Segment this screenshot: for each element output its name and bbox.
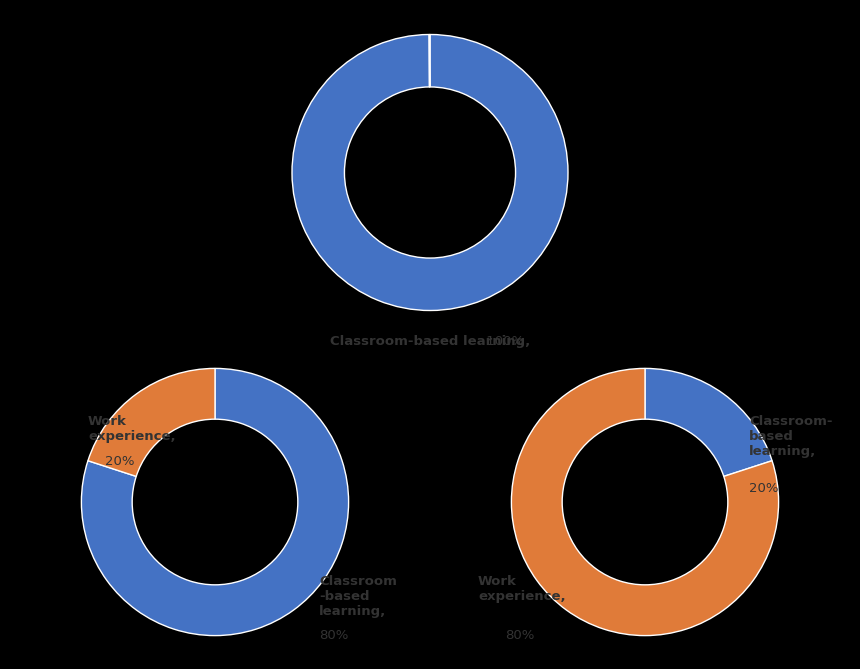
Text: Classroom
-based
learning,: Classroom -based learning, [319, 575, 397, 618]
Text: Work
experience,: Work experience, [88, 415, 175, 443]
Text: 100%: 100% [482, 335, 525, 349]
Wedge shape [292, 35, 568, 310]
Text: 80%: 80% [505, 629, 534, 642]
Wedge shape [82, 369, 348, 636]
Wedge shape [512, 369, 778, 636]
Wedge shape [88, 369, 215, 476]
Wedge shape [429, 35, 430, 87]
Title: APPRENTICESHIPS: APPRENTICESHIPS [471, 300, 819, 334]
Title: T LEVELS: T LEVELS [129, 300, 301, 334]
Wedge shape [645, 369, 772, 476]
Text: Classroom-
based
learning,: Classroom- based learning, [749, 415, 832, 458]
Text: 20%: 20% [106, 455, 135, 468]
Text: 20%: 20% [749, 482, 778, 495]
Text: 80%: 80% [319, 629, 348, 642]
Text: Classroom-based learning,: Classroom-based learning, [330, 335, 530, 349]
Text: Work
experience,: Work experience, [478, 575, 566, 603]
